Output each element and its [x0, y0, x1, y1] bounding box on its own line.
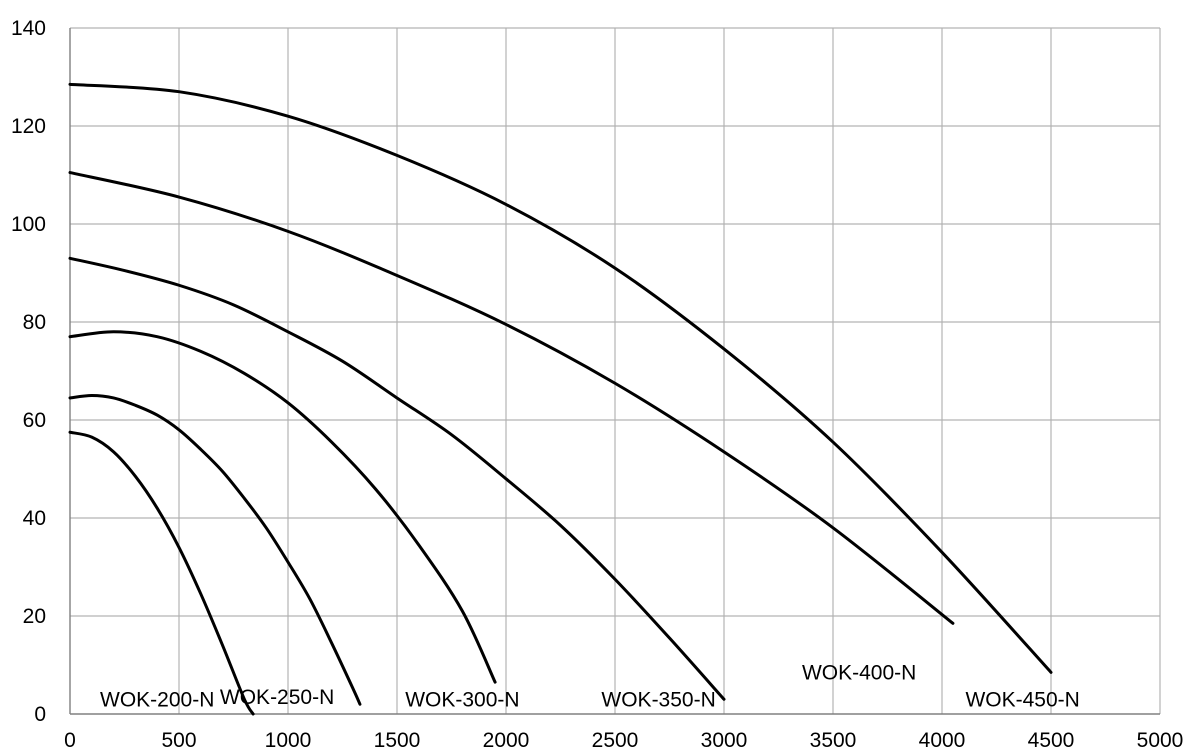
y-tick-label-80: 80	[23, 311, 46, 334]
x-tick-label-1000: 1000	[265, 729, 312, 752]
series-labels: WOK-200-N WOK-250-N WOK-300-N WOK-350-N WOK-…	[100, 662, 1080, 712]
series-line-wok-300-n	[68, 330, 497, 684]
series-curves	[68, 82, 1053, 716]
grid	[70, 27, 1161, 714]
series-label-wok-350-n: WOK-350-N	[601, 689, 715, 712]
series-label-wok-200-n: WOK-200-N	[100, 689, 214, 712]
y-tick-label-0: 0	[34, 703, 46, 726]
series-line-wok-350-n	[68, 256, 726, 701]
y-tick-label-20: 20	[23, 605, 46, 628]
x-tick-label-3500: 3500	[810, 729, 857, 752]
x-tick-label-3000: 3000	[701, 729, 748, 752]
series-line-wok-200-n	[68, 430, 255, 716]
x-tick-label-2500: 2500	[592, 729, 639, 752]
x-tick-label-2000: 2000	[483, 729, 530, 752]
y-tick-label-120: 120	[11, 115, 46, 138]
series-label-wok-450-n: WOK-450-N	[965, 689, 1079, 712]
x-tick-label-500: 500	[161, 729, 196, 752]
series-line-wok-450-n	[68, 82, 1053, 674]
y-tick-label-60: 60	[23, 409, 46, 432]
x-tick-label-4500: 4500	[1028, 729, 1075, 752]
series-label-wok-250-n: WOK-250-N	[220, 686, 334, 709]
y-tick-label-40: 40	[23, 507, 46, 530]
series-label-wok-400-n: WOK-400-N	[802, 662, 916, 685]
x-tick-label-4000: 4000	[919, 729, 966, 752]
series-label-wok-300-n: WOK-300-N	[405, 689, 519, 712]
x-tick-label-1500: 1500	[374, 729, 421, 752]
tick-labels: 0 500 1000 1500 2000 2500 3000 3500 4000 4500 5000…	[11, 17, 1183, 752]
y-tick-label-140: 140	[11, 17, 46, 40]
y-tick-label-100: 100	[11, 213, 46, 236]
x-tick-label-0: 0	[64, 729, 76, 752]
x-tick-label-5000: 5000	[1137, 729, 1184, 752]
series-line-wok-250-n	[68, 394, 362, 706]
series-line-wok-400-n	[68, 171, 955, 625]
